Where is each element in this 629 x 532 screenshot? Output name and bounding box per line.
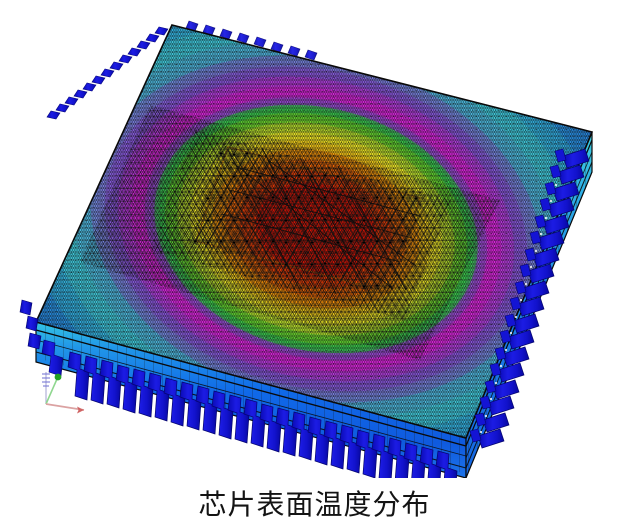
- lead-row-back: [46, 20, 318, 120]
- lead-row-front: [19, 299, 458, 478]
- x-axis-arrowhead: [77, 406, 84, 414]
- chip-thermal-render: [19, 20, 594, 478]
- figure-caption: 芯片表面温度分布: [198, 488, 431, 521]
- axis-origin-marker: [54, 373, 62, 381]
- model-viewport[interactable]: [0, 0, 629, 478]
- figure-caption-bar: 芯片表面温度分布: [0, 478, 629, 532]
- lead-row-right: [469, 148, 590, 449]
- axis-triad: [42, 372, 85, 414]
